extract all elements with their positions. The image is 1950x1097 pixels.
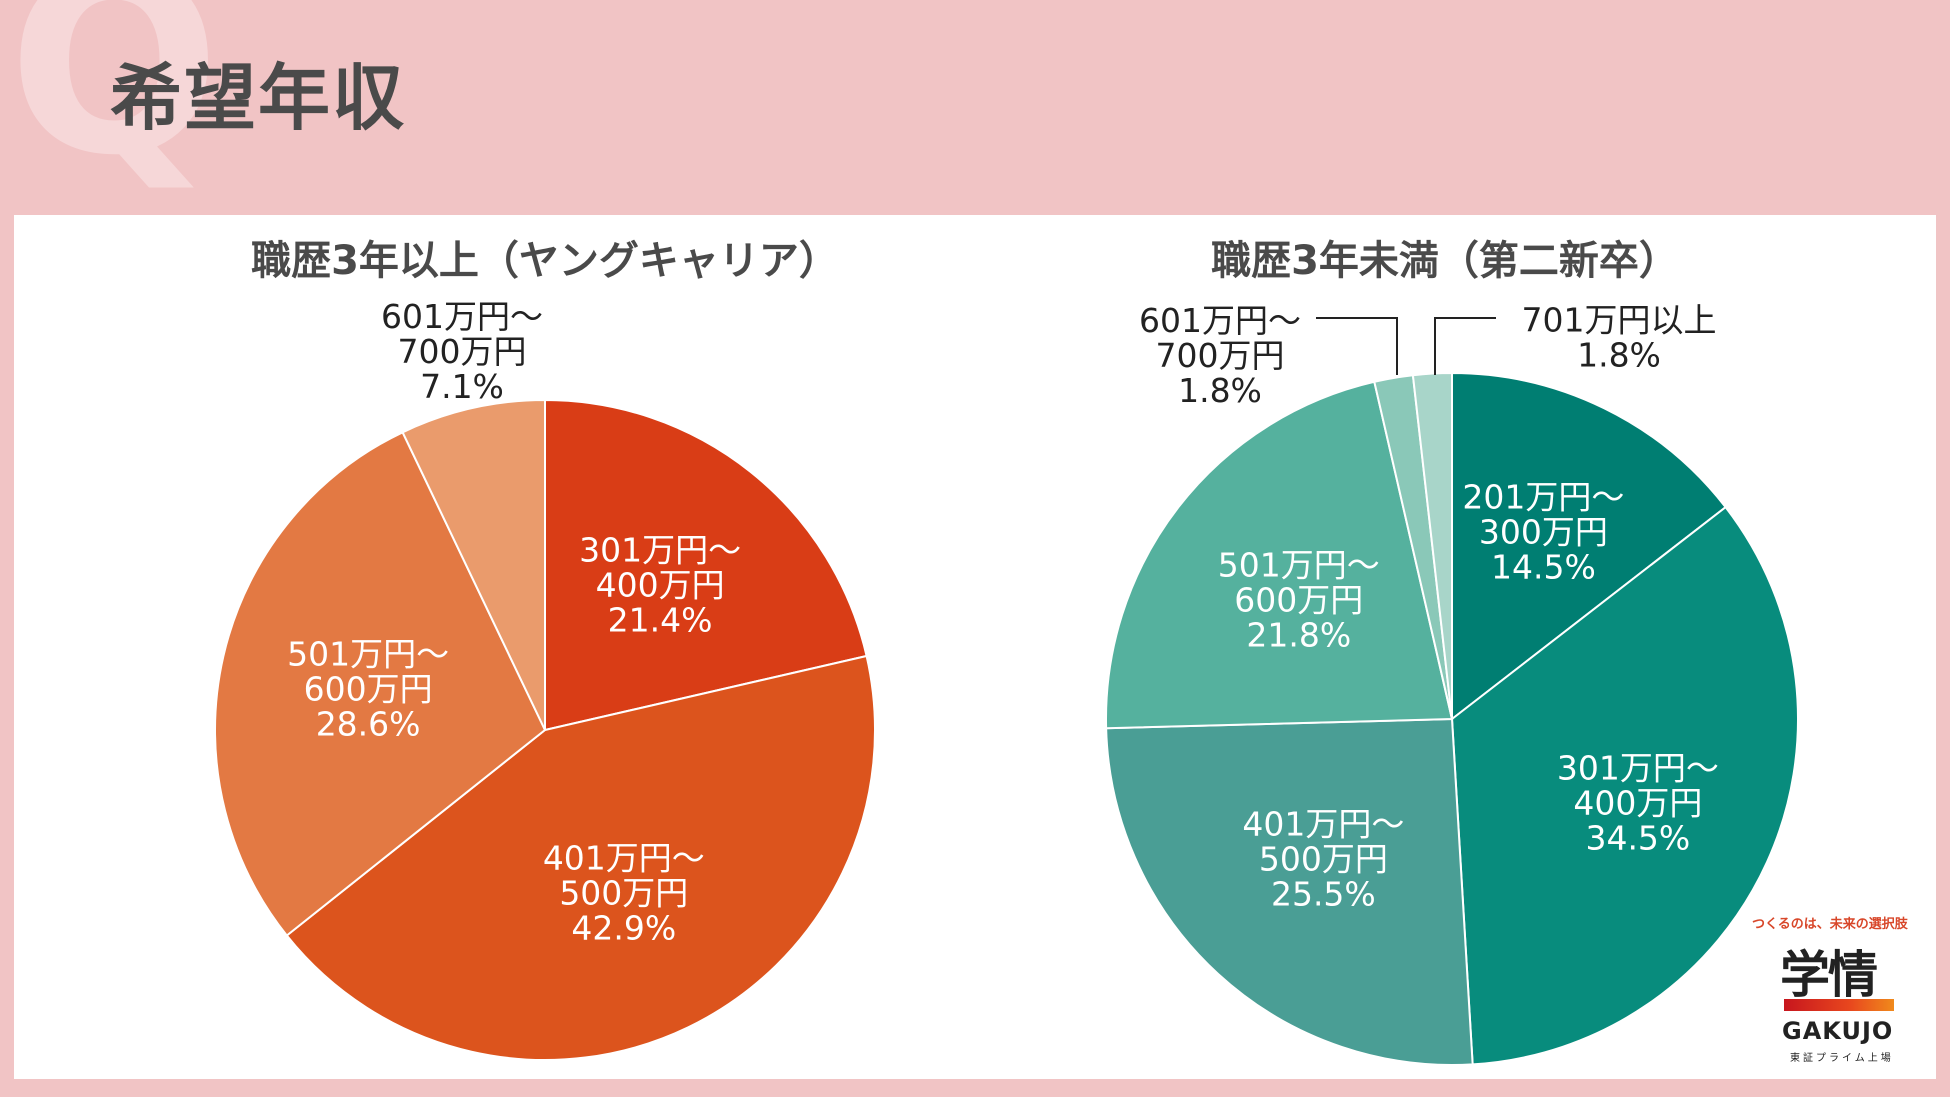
logo-wordmark: GAKUJO — [1782, 1017, 1894, 1045]
slice-label-line-0-3-2: 7.1% — [420, 367, 504, 406]
slice-label-1-0: 201万円～ 300万円 14.5% — [1462, 478, 1624, 587]
slice-label-line-1-3-2: 21.8% — [1246, 615, 1351, 654]
slice-label-line-1-5-1: 1.8% — [1577, 336, 1661, 375]
slice-label-line-0-2-2: 28.6% — [316, 704, 421, 743]
slice-label-line-1-3-0: 501万円～ — [1218, 545, 1380, 584]
slice-label-line-0-1-2: 42.9% — [571, 908, 676, 947]
chart-title-young-career: 職歴3年以上（ヤングキャリア） — [251, 238, 839, 284]
slice-label-0-3: 601万円～ 700万円 7.1% — [381, 297, 543, 406]
leader-line-1-5 — [1434, 317, 1496, 375]
logo-mark: 学情 — [1780, 946, 1878, 1004]
slice-label-1-3: 501万円～ 600万円 21.8% — [1218, 545, 1380, 654]
slice-label-1-1: 301万円～ 400万円 34.5% — [1557, 748, 1719, 857]
slice-label-line-0-0-1: 400万円 — [596, 565, 725, 604]
slice-label-line-1-2-1: 500万円 — [1259, 839, 1388, 878]
slice-label-0-2: 501万円～ 600万円 28.6% — [287, 634, 449, 743]
slice-label-line-0-2-1: 600万円 — [304, 669, 433, 708]
pie-young-career: 301万円～ 400万円 21.4%401万円～ 500万円 42.9%501万円～ 60… — [214, 297, 876, 1061]
pie-slice-0-0 — [544, 398, 868, 732]
slice-label-line-1-3-1: 600万円 — [1234, 580, 1363, 619]
logo-subtitle: 東証プライム上場 — [1790, 1053, 1894, 1064]
slice-label-line-0-2-0: 501万円～ — [287, 634, 449, 673]
q-watermark: Q — [8, 0, 221, 210]
slice-label-1-4: 601万円～ 700万円 1.8% — [1139, 301, 1301, 410]
pie-slice-1-2 — [1105, 717, 1474, 1066]
slice-label-line-1-1-1: 400万円 — [1573, 783, 1702, 822]
slice-label-line-1-4-2: 1.8% — [1178, 371, 1262, 410]
pie-slice-0-1 — [285, 654, 876, 1061]
slice-label-line-1-1-0: 301万円～ — [1557, 748, 1719, 787]
slice-label-line-1-0-0: 201万円～ — [1462, 478, 1624, 517]
slice-label-line-0-1-1: 500万円 — [559, 873, 688, 912]
slice-label-line-0-0-0: 301万円～ — [579, 530, 741, 569]
slice-label-line-0-0-2: 21.4% — [608, 600, 713, 639]
slice-label-line-1-2-2: 25.5% — [1271, 874, 1376, 913]
logo-tagline: つくるのは、未来の選択肢 — [1752, 917, 1908, 932]
pie-slice-1-3 — [1105, 380, 1454, 730]
slice-label-line-1-0-2: 14.5% — [1491, 548, 1596, 587]
leader-line-1-4 — [1316, 317, 1398, 375]
slice-label-line-1-5-0: 701万円以上 — [1522, 301, 1717, 340]
slice-label-line-1-0-1: 300万円 — [1479, 513, 1608, 552]
slice-label-1-5: 701万円以上 1.8% — [1522, 301, 1717, 375]
chart-title-second-new-grad: 職歴3年未満（第二新卒） — [1211, 238, 1679, 284]
slice-label-line-0-1-0: 401万円～ — [543, 838, 705, 877]
pie-second-new-grad: 201万円～ 300万円 14.5%301万円～ 400万円 34.5%401万円～ 50… — [1105, 301, 1799, 1066]
slice-label-1-2: 401万円～ 500万円 25.5% — [1242, 804, 1404, 913]
logo-bar — [1784, 999, 1894, 1011]
slice-label-line-1-2-0: 401万円～ — [1242, 804, 1404, 843]
pie-slice-1-0 — [1451, 371, 1727, 722]
pie-slice-1-1 — [1450, 505, 1799, 1066]
slice-label-0-0: 301万円～ 400万円 21.4% — [579, 530, 741, 639]
page-title: 希望年収 — [110, 56, 407, 140]
slice-label-line-0-3-1: 700万円 — [398, 332, 527, 371]
slice-label-line-1-4-1: 700万円 — [1156, 336, 1285, 375]
pie-slice-1-5 — [1411, 371, 1453, 720]
slice-label-line-1-4-0: 601万円～ — [1139, 301, 1301, 340]
pie-slice-0-3 — [401, 398, 546, 731]
slice-label-line-1-1-2: 34.5% — [1585, 818, 1690, 857]
slice-label-0-1: 401万円～ 500万円 42.9% — [543, 838, 705, 947]
slice-label-line-0-3-0: 601万円～ — [381, 297, 543, 336]
